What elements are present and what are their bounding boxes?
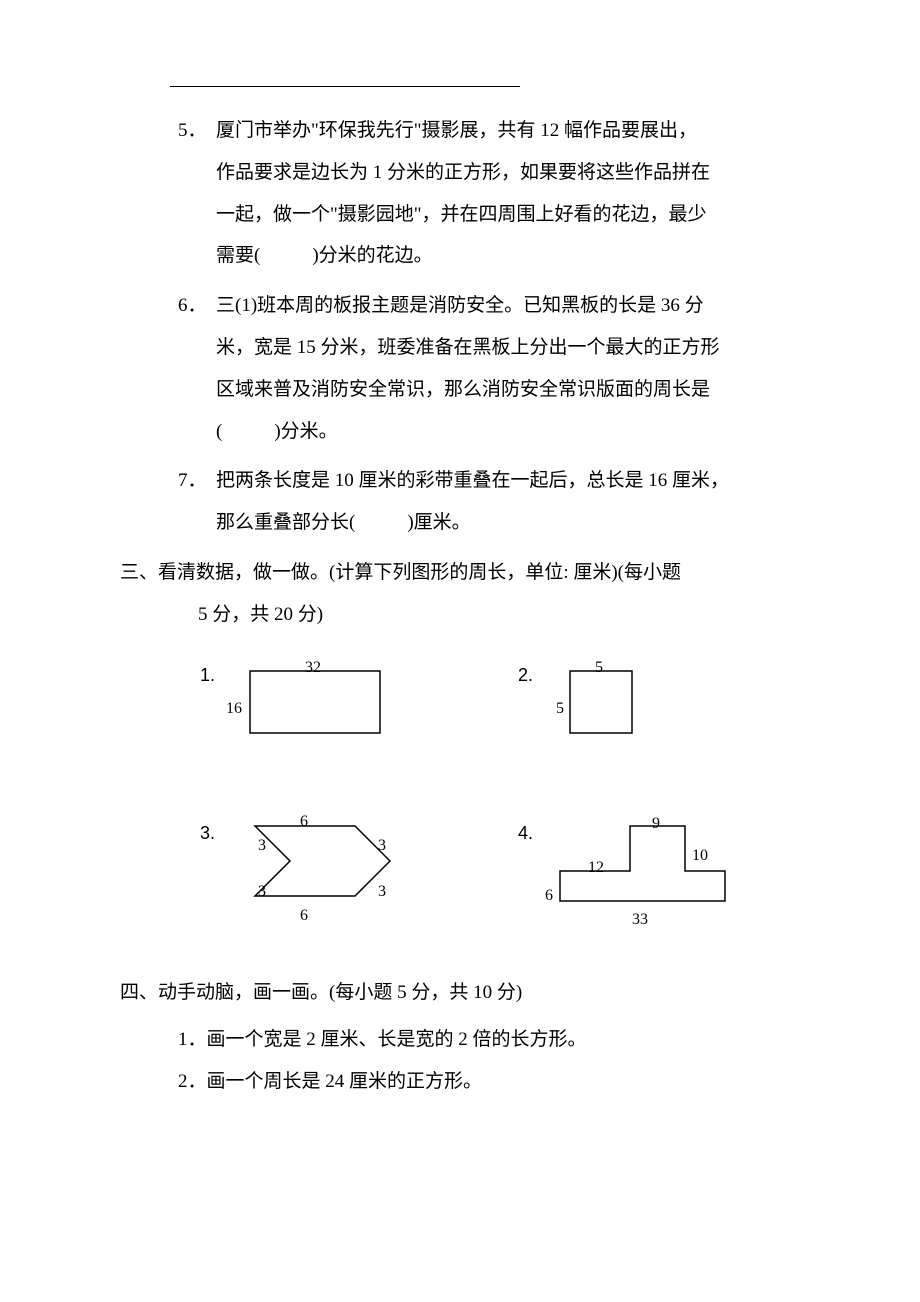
q6-number: 6． — [178, 285, 216, 327]
q6-line1: 三(1)班本周的板报主题是消防安全。已知黑板的长是 36 分 — [216, 295, 704, 316]
section3-line2: 5 分，共 20 分) — [140, 594, 780, 636]
question-5: 5．厦门市举办"环保我先行"摄影展，共有 12 幅作品要展出， 作品要求是边长为… — [140, 110, 780, 277]
header-rule — [170, 86, 520, 87]
section-3-title: 三、看清数据，做一做。(计算下列图形的周长，单位: 厘米)(每小题 5 分，共 … — [140, 552, 780, 636]
q6-line4b: )分米。 — [274, 421, 337, 442]
content-body: 5．厦门市举办"环保我先行"摄影展，共有 12 幅作品要展出， 作品要求是边长为… — [140, 110, 780, 1103]
fig4-shape — [140, 646, 780, 946]
q5-line4a: 需要( — [216, 245, 260, 266]
section4-q2: 2．画一个周长是 24 厘米的正方形。 — [140, 1061, 780, 1103]
q5-line1: 厦门市举办"环保我先行"摄影展，共有 12 幅作品要展出， — [216, 120, 697, 141]
page: 5．厦门市举办"环保我先行"摄影展，共有 12 幅作品要展出， 作品要求是边长为… — [0, 0, 920, 1302]
q5-line3: 一起，做一个"摄影园地"，并在四周围上好看的花边，最少 — [140, 194, 780, 236]
q7-line2a: 那么重叠部分长( — [216, 512, 355, 533]
q6-line3: 区域来普及消防安全常识，那么消防安全常识版面的周长是 — [140, 369, 780, 411]
section3-line1: 三、看清数据，做一做。(计算下列图形的周长，单位: 厘米)(每小题 — [120, 552, 780, 594]
q6-line4a: ( — [216, 421, 222, 442]
q7-line2b: )厘米。 — [407, 512, 470, 533]
question-7: 7．把两条长度是 10 厘米的彩带重叠在一起后，总长是 16 厘米， 那么重叠部… — [140, 460, 780, 544]
q5-line4b: )分米的花边。 — [312, 245, 432, 266]
q5-number: 5． — [178, 110, 216, 152]
section4-q1: 1．画一个宽是 2 厘米、长是宽的 2 倍的长方形。 — [140, 1019, 780, 1061]
q7-line1: 把两条长度是 10 厘米的彩带重叠在一起后，总长是 16 厘米， — [216, 470, 729, 491]
question-6: 6．三(1)班本周的板报主题是消防安全。已知黑板的长是 36 分 米，宽是 15… — [140, 285, 780, 452]
q6-line2: 米，宽是 15 分米，班委准备在黑板上分出一个最大的正方形 — [140, 327, 780, 369]
q5-line2: 作品要求是边长为 1 分米的正方形，如果要将这些作品拼在 — [140, 152, 780, 194]
section-4-title: 四、动手动脑，画一画。(每小题 5 分，共 10 分) — [120, 972, 780, 1014]
q7-number: 7． — [178, 460, 216, 502]
figures-area: 1. 32 16 2. 5 5 3. 6 3 3 6 3 3 — [140, 646, 780, 966]
